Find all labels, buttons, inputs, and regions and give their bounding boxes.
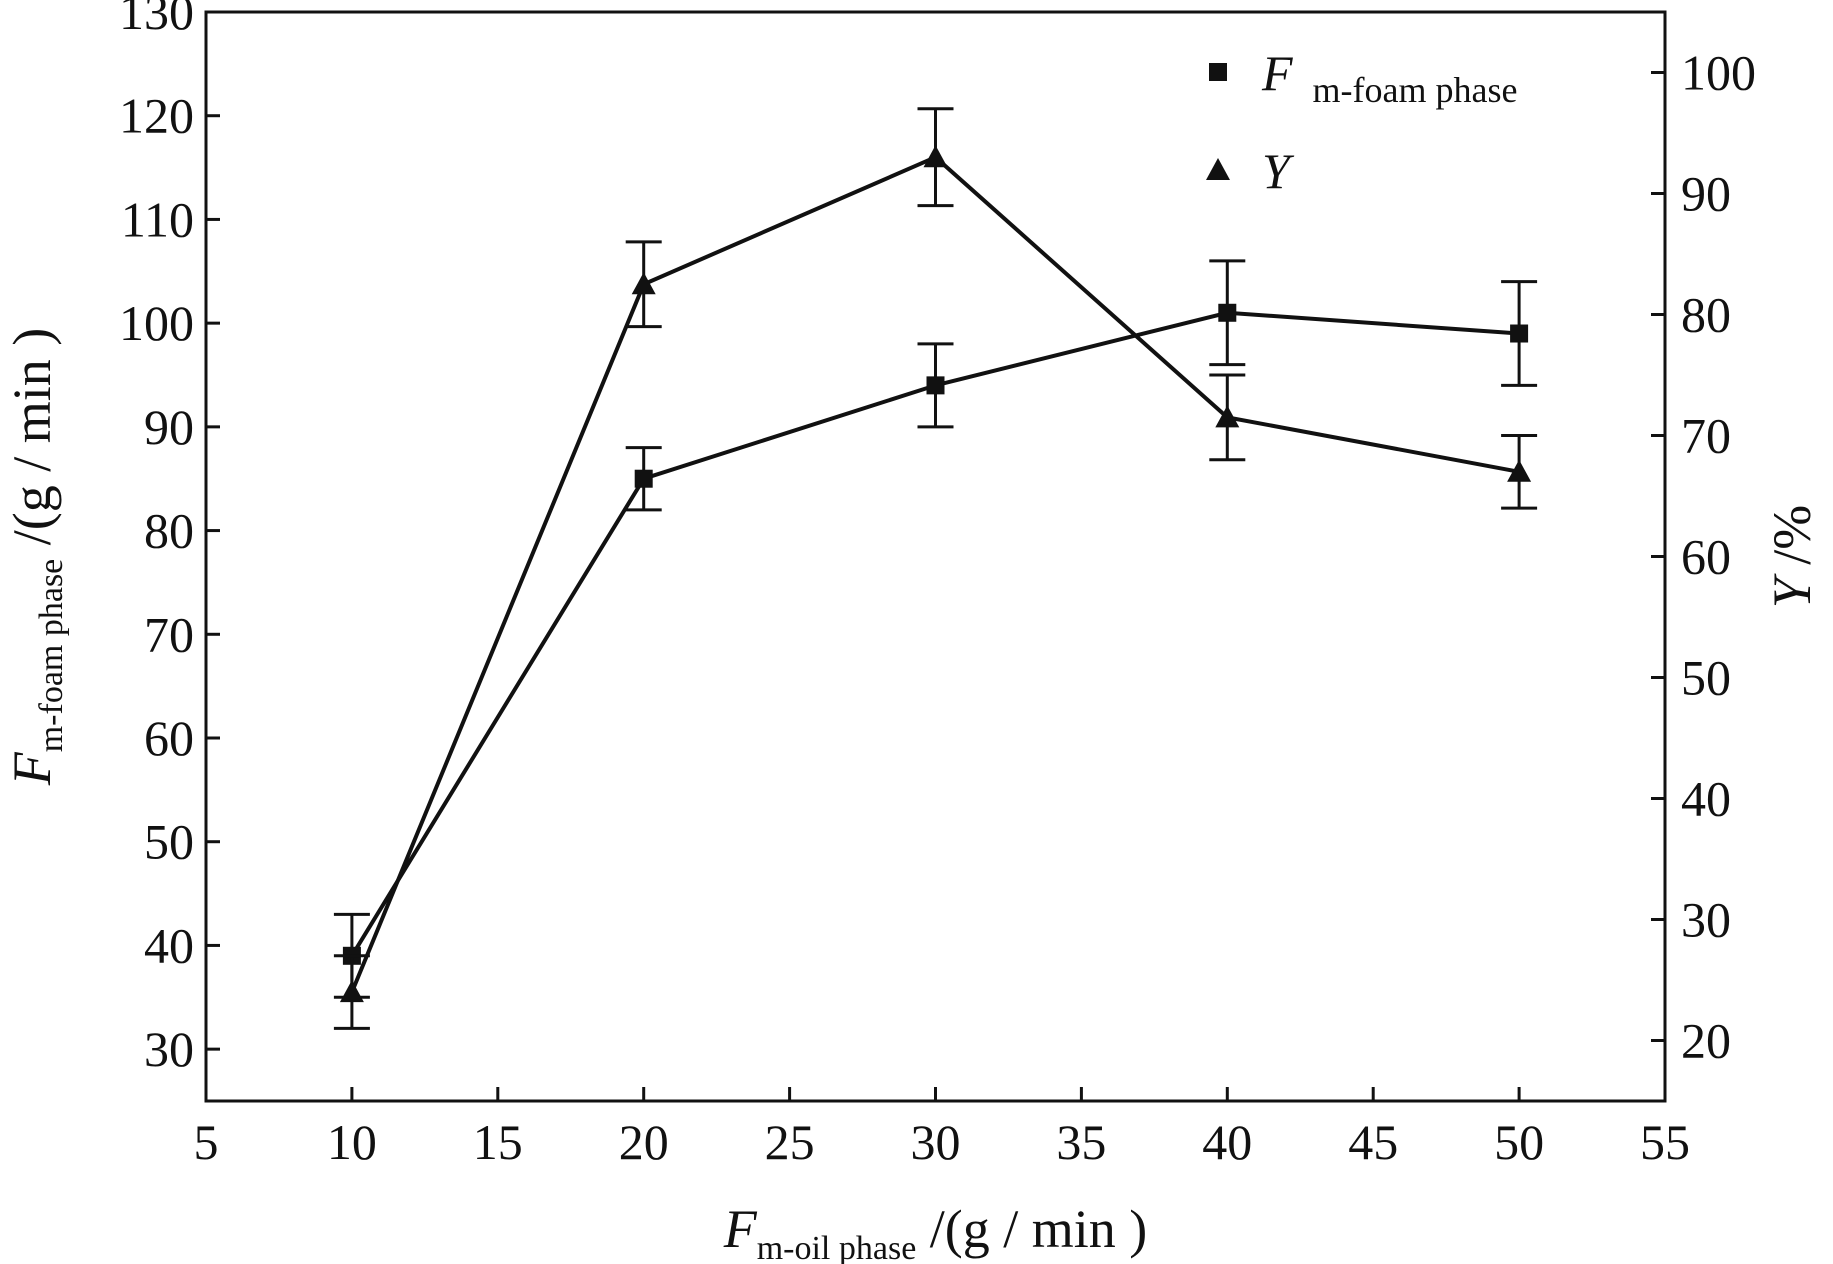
x-tick-label: 20 bbox=[619, 1114, 669, 1170]
legend-yield-label: Y bbox=[1262, 143, 1295, 199]
right-y-tick-label: 20 bbox=[1681, 1013, 1731, 1069]
right-y-tick-label: 30 bbox=[1681, 892, 1731, 948]
right-y-axis-title: Y /% bbox=[1762, 505, 1822, 609]
left-y-axis-title-symbol: F bbox=[2, 751, 62, 786]
foam-phase-point bbox=[926, 376, 945, 395]
series-layer bbox=[333, 107, 1538, 1030]
left-y-tick-label: 70 bbox=[144, 606, 194, 662]
left-y-tick-label: 100 bbox=[119, 295, 194, 351]
left-y-tick-label: 120 bbox=[119, 88, 194, 144]
left-y-axis-title-subscript: m-foam phase bbox=[33, 559, 70, 753]
foam-phase-series bbox=[333, 259, 1538, 999]
left-y-tick-label: 60 bbox=[144, 710, 194, 766]
foam-phase-point bbox=[1510, 324, 1529, 343]
right-y-tick-label: 60 bbox=[1681, 529, 1731, 585]
left-y-tick-label: 130 bbox=[119, 0, 194, 40]
right-y-tick-label: 100 bbox=[1681, 45, 1756, 101]
legend-foam-phase-symbol: F bbox=[1261, 45, 1293, 101]
legend-yield-marker bbox=[1206, 158, 1230, 180]
x-axis-title-unit: /(g / min ) bbox=[916, 1199, 1147, 1259]
x-tick-label: 30 bbox=[911, 1114, 961, 1170]
right-y-tick-label: 40 bbox=[1681, 771, 1731, 827]
yield-point bbox=[923, 145, 948, 168]
left-y-axis-title: Fm-foam phase /(g / min ) bbox=[2, 328, 70, 787]
yield-point bbox=[1507, 459, 1532, 482]
yield-point bbox=[631, 272, 656, 295]
yield-point bbox=[339, 980, 364, 1003]
right-y-tick-label: 50 bbox=[1681, 650, 1731, 706]
legend-yield-symbol: Y bbox=[1262, 143, 1295, 199]
right-y-axis-ticks: 20 30 40 50 60 70 80 90 100 bbox=[1651, 45, 1756, 1069]
x-tick-label: 5 bbox=[194, 1114, 219, 1170]
x-tick-label: 45 bbox=[1348, 1114, 1398, 1170]
left-y-tick-label: 90 bbox=[144, 399, 194, 455]
x-axis-title-subscript: m-oil phase bbox=[757, 1230, 917, 1264]
right-y-tick-label: 70 bbox=[1681, 408, 1731, 464]
x-tick-label: 55 bbox=[1640, 1114, 1690, 1170]
legend-foam-phase-subscript: m-foam phase bbox=[1313, 70, 1518, 110]
right-y-axis-title-symbol: Y bbox=[1762, 573, 1822, 608]
right-y-axis-title-unit: /% bbox=[1762, 505, 1822, 579]
yield-point bbox=[1215, 405, 1240, 428]
yield-series bbox=[333, 107, 1538, 1030]
x-axis-ticks: 5 10 15 20 25 30 35 40 45 50 55 bbox=[194, 1087, 1690, 1170]
left-y-tick-label: 80 bbox=[144, 503, 194, 559]
x-tick-label: 35 bbox=[1056, 1114, 1106, 1170]
foam-phase-point bbox=[1218, 303, 1237, 322]
x-tick-label: 10 bbox=[327, 1114, 377, 1170]
right-y-tick-label: 90 bbox=[1681, 166, 1731, 222]
x-tick-label: 40 bbox=[1202, 1114, 1252, 1170]
legend-foam-phase-marker bbox=[1209, 63, 1227, 81]
left-y-axis-ticks: 30 40 50 60 70 80 90 100 110 120 130 bbox=[119, 0, 220, 1077]
right-y-tick-label: 80 bbox=[1681, 287, 1731, 343]
left-y-tick-label: 50 bbox=[144, 814, 194, 870]
foam-phase-point bbox=[634, 469, 653, 488]
left-y-tick-label: 30 bbox=[144, 1021, 194, 1077]
x-tick-label: 25 bbox=[765, 1114, 815, 1170]
x-tick-label: 50 bbox=[1494, 1114, 1544, 1170]
yield-line bbox=[350, 154, 1520, 993]
left-y-tick-label: 40 bbox=[144, 917, 194, 973]
left-y-axis-title-unit: /(g / min ) bbox=[2, 328, 62, 559]
x-axis-title-symbol: F bbox=[723, 1199, 758, 1259]
x-tick-label: 15 bbox=[473, 1114, 523, 1170]
x-axis-title: Fm-oil phase /(g / min ) bbox=[723, 1199, 1148, 1264]
left-y-tick-label: 110 bbox=[121, 191, 194, 247]
